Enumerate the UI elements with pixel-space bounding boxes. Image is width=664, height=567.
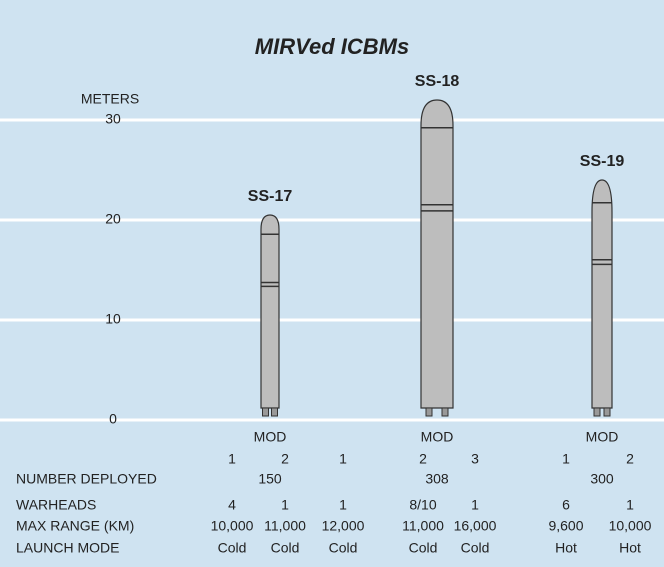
missile-name: SS-19 <box>580 153 625 170</box>
row-label: NUMBER DEPLOYED <box>16 471 157 487</box>
max-range: 10,000 <box>609 518 652 534</box>
mod-number: 3 <box>471 451 479 467</box>
launch-mode: Cold <box>461 540 490 556</box>
warheads: 1 <box>471 497 479 513</box>
warheads: 6 <box>562 497 570 513</box>
missile <box>420 99 454 409</box>
missile <box>591 179 613 409</box>
mod-label: MOD <box>254 429 287 445</box>
nozzle <box>593 407 601 417</box>
y-tick-label: 10 <box>105 311 121 327</box>
mod-label: MOD <box>586 429 619 445</box>
launch-mode: Cold <box>271 540 300 556</box>
max-range: 11,000 <box>402 518 444 534</box>
warheads: 1 <box>281 497 289 513</box>
missile <box>260 214 280 409</box>
missile-name: SS-17 <box>248 188 293 205</box>
launch-mode: Cold <box>409 540 438 556</box>
mod-label: MOD <box>421 429 454 445</box>
row-label: LAUNCH MODE <box>16 540 119 556</box>
warheads: 4 <box>228 497 236 513</box>
nozzle <box>603 407 611 417</box>
launch-mode: Cold <box>329 540 358 556</box>
nozzle <box>271 407 278 417</box>
y-tick-label: 0 <box>109 411 117 427</box>
number-deployed: 300 <box>590 471 614 487</box>
launch-mode: Cold <box>218 540 247 556</box>
nozzle <box>262 407 269 417</box>
mod-number: 2 <box>281 451 289 467</box>
max-range: 9,600 <box>548 518 583 534</box>
launch-mode: Hot <box>555 540 577 556</box>
launch-mode: Hot <box>619 540 641 556</box>
warheads: 8/10 <box>409 497 436 513</box>
row-label: MAX RANGE (KM) <box>16 518 134 534</box>
number-deployed: 308 <box>425 471 449 487</box>
mod-number: 1 <box>228 451 236 467</box>
warheads: 1 <box>626 497 634 513</box>
mod-number: 1 <box>339 451 347 467</box>
y-axis-label: METERS <box>81 91 139 107</box>
mod-number: 2 <box>419 451 427 467</box>
warheads: 1 <box>339 497 347 513</box>
max-range: 16,000 <box>454 518 497 534</box>
y-tick-label: 20 <box>105 211 121 227</box>
row-label: WARHEADS <box>16 497 96 513</box>
mod-number: 2 <box>626 451 634 467</box>
max-range: 11,000 <box>264 518 306 534</box>
max-range: 12,000 <box>322 518 365 534</box>
missile-name: SS-18 <box>415 73 460 90</box>
chart-title: MIRVed ICBMs <box>255 34 409 59</box>
max-range: 10,000 <box>211 518 254 534</box>
y-tick-label: 30 <box>105 111 121 127</box>
number-deployed: 150 <box>258 471 282 487</box>
nozzle <box>441 407 449 417</box>
mod-number: 1 <box>562 451 570 467</box>
nozzle <box>425 407 433 417</box>
